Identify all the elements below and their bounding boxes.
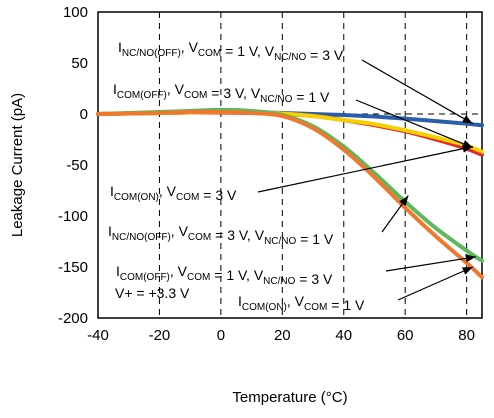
plot-frame xyxy=(97,11,483,319)
y-tick-label: -150 xyxy=(58,259,88,276)
x-tick-label: 20 xyxy=(274,327,291,344)
annotation-arrow-line xyxy=(397,266,474,301)
x-tick-label: -20 xyxy=(149,327,171,344)
annotation-label: INC/NO(OFF), VCOM = 3 V, VNC/NO = 1 V xyxy=(108,223,334,247)
annotation-arrow-line xyxy=(361,59,474,125)
annotation-layer: INC/NO(OFF), VCOM = 1 V, VNC/NO = 3 V ICO… xyxy=(108,39,476,313)
annotation-label: ICOM(OFF), VCOM = 3 V, VNC/NO = 1 V xyxy=(113,81,330,105)
annotation-label: ICOM(ON), VCOM = 3 V xyxy=(110,183,237,203)
annotation-label: INC/NO(OFF), VCOM = 1 V, VNC/NO = 3 V xyxy=(118,39,344,63)
y-tick-label: -200 xyxy=(58,310,88,327)
annotation-arrowhead xyxy=(462,115,473,124)
annotation-label: ICOM(ON), VCOM = 1 V xyxy=(238,293,365,313)
annotation-arrowhead xyxy=(399,195,409,207)
annotation-label: ICOM(OFF), VCOM = 1 V, VNC/NO = 3 V xyxy=(116,263,333,287)
annotation-arrowhead xyxy=(462,267,473,275)
annotation-arrowhead xyxy=(465,254,476,263)
x-tick-label: 40 xyxy=(335,327,352,344)
y-tick-label: -100 xyxy=(58,208,88,225)
annotation-arrow-line xyxy=(257,146,473,193)
x-tick-label: 80 xyxy=(458,327,475,344)
x-tick-label: -40 xyxy=(87,327,109,344)
annotation-arrowhead xyxy=(462,144,473,153)
x-tick-label: 60 xyxy=(397,327,414,344)
y-tick-label: 100 xyxy=(63,4,88,21)
annotation-arrow-line xyxy=(385,256,476,272)
x-tick-label: 0 xyxy=(217,327,225,344)
y-axis-title: Leakage Current (pA) xyxy=(9,93,26,237)
supply-voltage-note: V+ = +3.3 V xyxy=(115,285,190,301)
series-layer xyxy=(96,107,484,280)
x-axis-title: Temperature (°C) xyxy=(232,389,347,406)
y-tick-label: 50 xyxy=(71,55,88,72)
series-line xyxy=(96,109,484,280)
y-tick-label: 0 xyxy=(80,106,88,123)
annotation-arrow-line xyxy=(355,99,474,149)
y-tick-label: -50 xyxy=(66,157,88,174)
